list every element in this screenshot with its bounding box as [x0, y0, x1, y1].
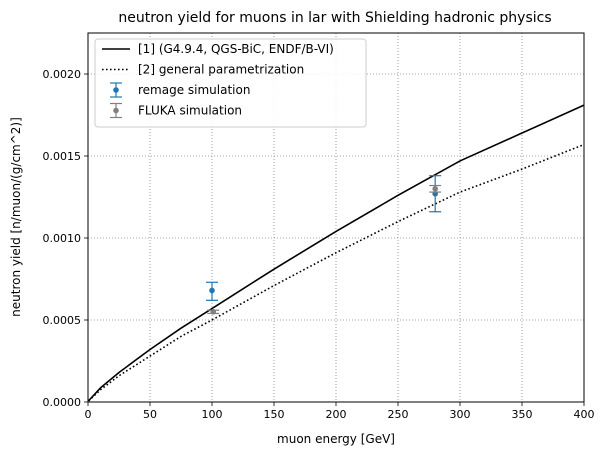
x-tick-label: 200 — [326, 408, 347, 421]
legend-label: FLUKA simulation — [138, 104, 242, 118]
y-tick-label: 0.0000 — [43, 396, 82, 409]
legend-label: [2] general parametrization — [138, 63, 304, 77]
legend-box — [94, 38, 367, 128]
data-point — [432, 186, 439, 192]
x-tick-label: 250 — [388, 408, 409, 421]
legend-swatch-marker — [113, 107, 119, 114]
x-tick-label: 0 — [85, 408, 92, 421]
x-tick-label: 150 — [264, 408, 285, 421]
data-point — [210, 309, 217, 315]
y-tick-label: 0.0005 — [43, 314, 82, 327]
legend: [1] (G4.9.4, QGS-BiC, ENDF/B-VI) [2] gene… — [94, 38, 367, 128]
x-tick-label: 50 — [143, 408, 157, 421]
chart-title: neutron yield for muons in lar with Shie… — [118, 10, 551, 26]
x-tick-label: 300 — [450, 408, 471, 421]
parametrization-curve — [88, 143, 585, 402]
legend-label: [1] (G4.9.4, QGS-BiC, ENDF/B-VI) — [138, 42, 334, 56]
plot-series — [88, 104, 585, 402]
y-tick-label: 0.0015 — [43, 150, 82, 163]
y-tick-label: 0.0010 — [43, 232, 82, 245]
g4-reference-curve — [88, 104, 585, 402]
legend-swatch-marker — [113, 87, 119, 93]
legend-label: remage simulation — [138, 83, 250, 97]
y-axis-label: neutron yield [n/muon/(g/cm^2)] — [9, 117, 23, 317]
data-point — [209, 287, 215, 294]
x-tick-label: 100 — [202, 408, 223, 421]
x-tick-label: 400 — [574, 408, 595, 421]
x-tick-label: 350 — [512, 408, 533, 421]
y-tick-label: 0.0020 — [43, 68, 82, 81]
axis-ticks: 0 50 100 150 200 250 300 350 400 0.0000 0.0005 0.00… — [43, 68, 595, 421]
x-axis-label: muon energy [GeV] — [277, 432, 395, 446]
